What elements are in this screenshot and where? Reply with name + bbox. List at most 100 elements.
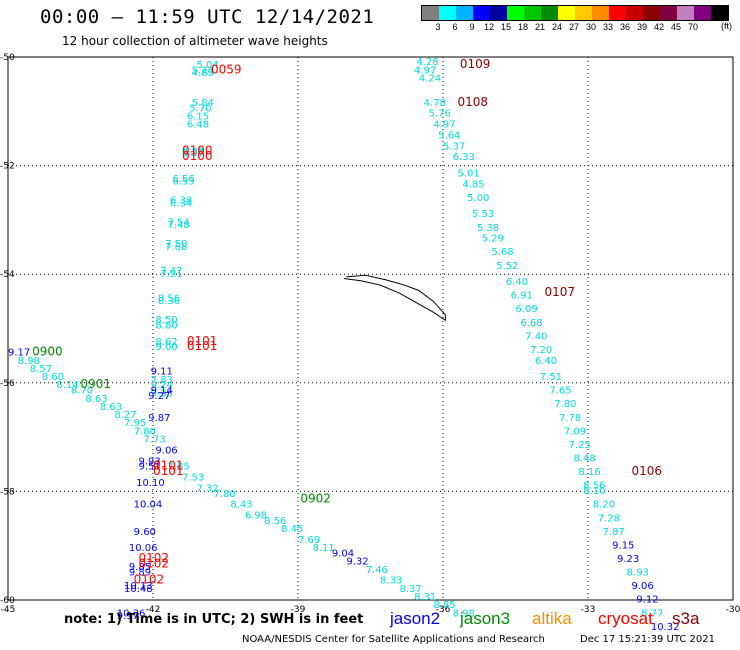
pass-time-label: 0108 [458,95,489,109]
wave-height-value: 9.12 [636,595,658,606]
wave-height-value: 6.53 [172,177,194,188]
legend-swatch [507,6,524,20]
pass-time-label: 0109 [460,57,491,71]
legend-swatch [609,6,626,20]
x-tick-label: -36 [436,605,451,615]
wave-height-value: 9.33 [151,388,173,399]
legend-label: 6 [452,22,458,32]
legend-label: 21 [534,22,546,32]
wave-height-value: 6.34 [170,198,192,209]
wave-height-value: 6.33 [453,152,475,163]
wave-height-value: 4.24 [419,73,441,84]
wave-height-value: 8.31 [414,592,436,603]
wave-height-value: 4.97 [433,120,455,131]
wave-height-value: 10.13 [124,581,153,592]
wave-height-value: 8.57 [30,364,52,375]
wave-height-value: 9.27 [148,391,170,402]
wave-height-value: 7.48 [168,220,190,231]
wave-height-value: 6.38 [170,196,192,207]
wave-height-value: 8.85 [433,600,455,611]
wave-height-value: 7.91 [160,269,182,280]
legend-swatch [626,6,643,20]
wave-height-value: 6.91 [511,291,533,302]
wave-height-value: 7.65 [549,386,571,397]
wave-height-value: 8.62 [155,337,177,348]
wave-height-value: 8.36 [158,296,180,307]
legend-label: 9 [469,22,475,32]
wave-height-value: 10.10 [136,478,165,489]
wave-height-value: 7.46 [366,565,388,576]
wave-height-value: 9.23 [617,554,639,565]
pass-time-label: 0101 [153,459,184,473]
x-tick-label: -30 [726,605,740,615]
legend-label: 45 [670,22,682,32]
wave-height-value: 8.63 [100,402,122,413]
wave-height-value: 9.32 [346,557,368,568]
wave-height-value: 8.70 [71,386,93,397]
legend-swatch [524,6,541,20]
wave-height-value: 7.09 [564,426,586,437]
wave-height-value: 9.87 [148,413,170,424]
pass-time-label: 0102 [134,573,165,587]
wave-height-value: 6.40 [535,356,557,367]
legend-labels: 3 6 9 12 15 18 21 24 27 30 33 36 39 42 45 70 [421,22,729,34]
wave-height-value: 6.15 [187,111,209,122]
wave-height-value: 7.73 [143,435,165,446]
wave-height-value: 8.45 [281,524,303,535]
pass-time-label: 0106 [632,464,663,478]
legend-swatch [575,6,592,20]
wave-height-value: 5.00 [467,193,489,204]
credit-line: NOAA/NESDIS Center for Satellite Applica… [242,634,545,645]
wave-height-value: 6.40 [506,277,528,288]
wave-height-value: 8.80 [155,321,177,332]
pass-time-label: 0900 [32,345,63,359]
wave-height-value: 5.37 [443,141,465,152]
wave-height-value: 9.89 [129,568,151,579]
wave-height-value: 9.15 [612,540,634,551]
wave-height-value: 8.33 [380,576,402,587]
wave-height-value: 4.85 [462,179,484,190]
satellite-jason3: jason3 [460,609,511,628]
legend-swatch [694,6,711,20]
pass-time-label: 0101 [187,339,218,353]
wave-height-value: 7.78 [559,413,581,424]
wave-height-value: 8.56 [158,293,180,304]
wave-height-value: 6.48 [187,120,209,131]
pass-time-label: 0100 [182,149,213,163]
wave-height-value: 5.53 [472,209,494,220]
wave-height-value: 8.43 [230,500,252,511]
wave-height-value: 8.20 [593,500,615,511]
wave-height-value: 8.11 [313,543,335,554]
wave-height-value: 8.27 [114,410,136,421]
wave-height-value: 4.89 [192,68,214,79]
legend-swatch [473,6,490,20]
legend-label: 3 [435,22,441,32]
wave-height-value: 5.68 [491,247,513,258]
wave-height-value: 8.16 [578,467,600,478]
wave-height-value: 7.51 [540,372,562,383]
wave-height-value: 10.04 [134,500,163,511]
wave-height-value: 4.78 [424,98,446,109]
wave-height-value: 10.36 [117,608,146,619]
pass-time-label: 0107 [545,285,576,299]
legend-label: 70 [687,22,699,32]
wave-height-value: 9.06 [632,581,654,592]
wave-height-value: 6.56 [172,174,194,185]
wave-height-value: 5.24 [192,65,214,76]
wave-height-value: 6.27 [182,148,204,159]
wave-height-value: 8.48 [574,454,596,465]
wave-height-value: 6.98 [245,511,267,522]
wave-height-value: 5.84 [192,98,214,109]
pass-time-label: 0901 [81,377,112,391]
legend-label: 15 [500,22,512,32]
legend-swatch [490,6,507,20]
x-tick-label: -39 [291,605,306,615]
wave-height-value: 7.88 [165,242,187,253]
x-tick-label: -33 [581,605,596,615]
pass-time-label: 0059 [211,62,242,76]
wave-height-value: 5.52 [496,261,518,272]
legend-swatch [541,6,558,20]
wave-height-value: 8.50 [155,315,177,326]
wave-height-value: 8.56 [583,481,605,492]
